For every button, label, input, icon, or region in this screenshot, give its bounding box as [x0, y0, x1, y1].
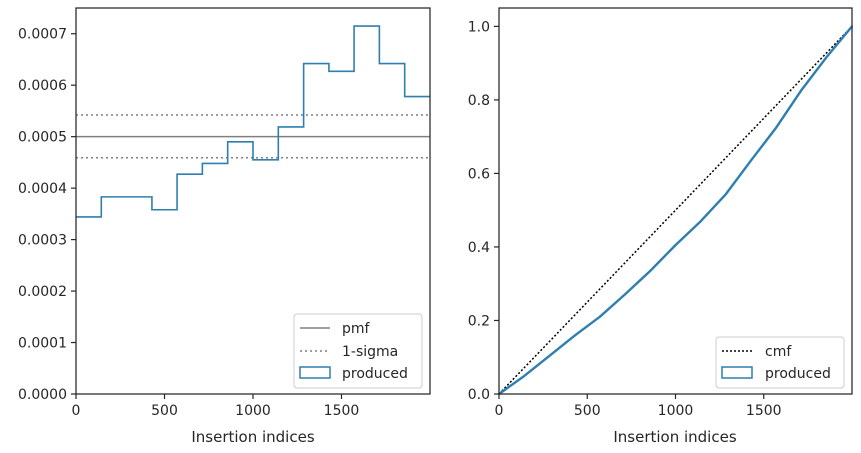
legend-cmf-produced-swatch [721, 366, 753, 379]
legend-produced-label: produced [342, 366, 408, 382]
histogram-y-tick-label: 0.0006 [18, 78, 67, 94]
produced-cmf-point [573, 334, 576, 337]
histogram-y-tick-label: 0.0007 [18, 27, 67, 43]
produced-cmf-point [649, 269, 652, 272]
cmf-legend-box [715, 336, 845, 389]
produced-cmf-point [523, 374, 526, 377]
legend-sigma-label: 1-sigma [342, 344, 398, 360]
legend-cmf-produced-label: produced [765, 366, 831, 382]
produced-cmf-point [775, 126, 778, 129]
produced-histogram-steps [76, 25, 430, 218]
histogram-y-tick-label: 0.0002 [18, 284, 67, 300]
histogram-panel: 0 500 1000 1500 0.0000 0.0001 0.0002 0.0003 0.00… [18, 7, 431, 446]
cmf-x-axis-label: Insertion indices [613, 428, 736, 446]
histogram-y-tick-label: 0.0001 [18, 336, 67, 352]
cmf-x-tick-label: 1500 [746, 403, 782, 419]
histogram-y-tick-label: 0.0005 [18, 130, 67, 146]
legend-pmf-label: pmf [342, 321, 371, 337]
produced-cmf-point [548, 354, 551, 357]
histogram-ticks: 0 500 1000 1500 0.0000 0.0001 0.0002 0.0003 0.00… [18, 27, 359, 419]
histogram-y-tick-label: 0.0000 [18, 387, 67, 403]
cmf-x-tick-label: 1000 [658, 403, 694, 419]
cmf-y-tick-label: 1.0 [468, 19, 490, 35]
produced-cmf-point [800, 88, 803, 91]
cmf-y-tick-label: 0.0 [468, 387, 490, 403]
legend-cmf-label: cmf [765, 344, 792, 360]
produced-cmf-point [674, 244, 677, 247]
histogram-x-tick-label: 500 [151, 403, 178, 419]
histogram-plot-area [76, 25, 430, 218]
histogram-legend-box [293, 313, 423, 389]
produced-cmf-point [624, 293, 627, 296]
histogram-x-tick-label: 1000 [235, 403, 271, 419]
cmf-axes-frame [498, 7, 853, 395]
histogram-x-axis-label: Insertion indices [191, 428, 314, 446]
cmf-y-tick-label: 0.6 [468, 166, 490, 182]
produced-cmf-point [598, 315, 601, 318]
cmf-x-tick-label: 0 [495, 403, 504, 419]
cmf-ticks: 0 500 1000 1500 0.0 0.2 0.4 0.6 0.8 1.0 [468, 19, 782, 419]
produced-cmf-point [750, 159, 753, 162]
cmf-y-tick-label: 0.4 [468, 240, 490, 256]
produced-cmf-point [699, 220, 702, 223]
produced-cmf-point [724, 193, 727, 196]
histogram-legend: pmf 1-sigma produced [293, 313, 423, 389]
histogram-y-tick-label: 0.0004 [18, 181, 67, 197]
cmf-y-tick-label: 0.2 [468, 313, 490, 329]
produced-cmf-point [825, 55, 828, 58]
cmf-legend: cmf produced [715, 336, 845, 389]
histogram-y-tick-label: 0.0003 [18, 233, 67, 249]
cmf-y-tick-label: 0.8 [468, 93, 490, 109]
cmf-plot-area [498, 25, 853, 395]
cmf-line [498, 25, 853, 395]
legend-produced-swatch [299, 366, 331, 379]
histogram-x-tick-label: 1500 [324, 403, 360, 419]
histogram-x-tick-label: 0 [72, 403, 81, 419]
cmf-x-tick-label: 500 [574, 403, 601, 419]
cmf-panel: 0 500 1000 1500 0.0 0.2 0.4 0.6 0.8 1.0 Insertion… [468, 7, 853, 446]
